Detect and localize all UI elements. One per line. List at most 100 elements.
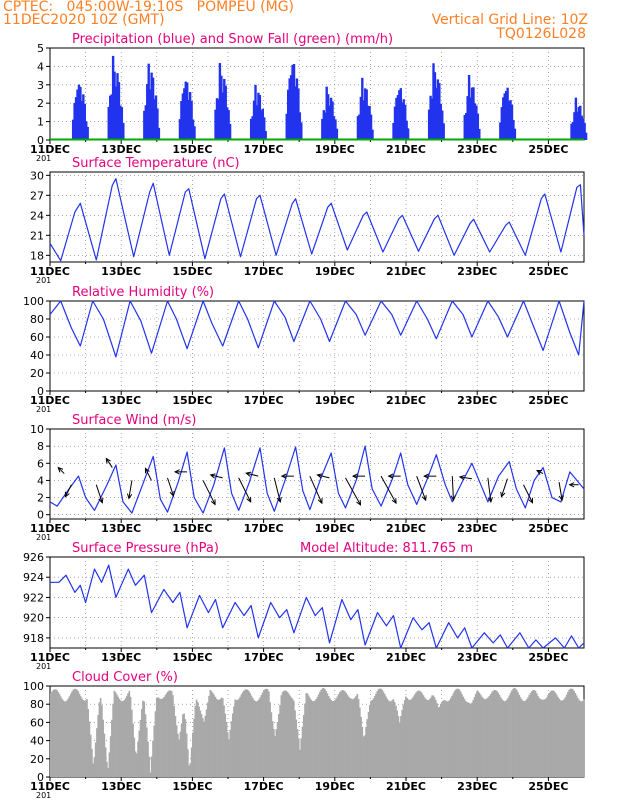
cloud-bar: [208, 695, 210, 777]
wind-arrow-head: [421, 495, 427, 502]
x-tick-label: 23DEC: [457, 780, 497, 793]
cloud-bar: [286, 691, 289, 777]
y-tick-label: 18: [30, 249, 44, 262]
precip-bar: [472, 87, 475, 140]
cloud-bar: [198, 706, 200, 777]
header-run-date: 11DEC2020 10Z (GMT): [3, 12, 165, 28]
cloud-bar: [213, 694, 215, 777]
cloud-bar: [203, 721, 205, 777]
cloud-bar: [452, 693, 455, 777]
wind-arrow: [64, 484, 72, 497]
cloud-bar: [376, 691, 379, 777]
precip-bar: [289, 75, 293, 140]
cloud-bar: [332, 701, 335, 777]
panel-6: [46, 685, 585, 781]
cloud-bar: [395, 705, 397, 777]
panel-title: Surface Temperature (nC): [72, 156, 240, 171]
cloud-bar: [274, 736, 276, 777]
cloud-bar: [557, 696, 559, 777]
cloud-bar: [183, 713, 185, 777]
cloud-bar: [401, 710, 404, 777]
x-tick-label: 13DEC: [101, 651, 141, 664]
cloud-bar: [244, 689, 247, 777]
cloud-bar: [202, 718, 204, 777]
wind-arrow-head: [98, 497, 104, 504]
precip-bar: [507, 101, 511, 140]
wind-arrow-head: [458, 474, 465, 481]
precip-bar: [295, 78, 299, 140]
precip-bar: [478, 128, 481, 140]
precip-bar: [432, 63, 435, 140]
x-tick-label: 21DEC: [386, 265, 426, 278]
cloud-bar: [459, 691, 462, 777]
cloud-bar: [457, 688, 460, 777]
cloud-bar: [351, 699, 354, 777]
cloud-bar: [324, 689, 326, 777]
x-tick-label: 19DEC: [315, 780, 355, 793]
cloud-bar: [334, 700, 336, 777]
precip-bar: [513, 128, 517, 140]
cloud-bar: [518, 694, 521, 777]
y-tick-label: 24: [30, 209, 44, 222]
precip-bar: [371, 129, 374, 140]
cloud-bar: [98, 702, 101, 777]
cloud-bar: [132, 723, 134, 777]
precip-bar: [321, 118, 324, 140]
precip-bar: [108, 95, 112, 140]
cloud-bar: [436, 703, 438, 777]
cloud-bar: [302, 714, 305, 777]
wind-arrow-head: [246, 496, 252, 503]
wind-arrow-head: [387, 473, 394, 479]
cloud-bar: [306, 693, 309, 777]
cloud-bar: [294, 710, 296, 777]
precip-bar: [499, 122, 502, 140]
precip-bar: [257, 92, 260, 140]
cloud-bar: [371, 700, 374, 777]
cloud-bar: [68, 696, 71, 777]
panel-title: Precipitation (blue) and Snow Fall (gree…: [72, 32, 393, 47]
y-tick-label: 27: [30, 189, 44, 202]
y-tick-label: 6: [37, 457, 44, 470]
precip-bar: [117, 82, 121, 140]
x-tick-label: 25DEC: [528, 522, 568, 535]
cloud-bar: [472, 700, 475, 777]
precip-bar: [264, 131, 267, 140]
y-tick-label: 0: [37, 134, 44, 147]
precip-bar: [322, 110, 325, 140]
precip-bar: [441, 110, 444, 140]
cloud-bar: [503, 701, 506, 777]
precip-bar: [251, 116, 254, 140]
cloud-bar: [153, 725, 156, 777]
y-tick-label: 0: [37, 771, 44, 784]
cloud-bar: [199, 710, 202, 777]
cloud-bar: [139, 719, 142, 777]
cloud-bar: [169, 690, 172, 777]
cloud-bar: [297, 739, 300, 777]
cloud-bar: [62, 700, 65, 777]
cloud-bar: [350, 698, 352, 777]
cloud-bar: [114, 692, 117, 777]
cloud-bar: [319, 691, 321, 777]
cloud-bar: [533, 690, 536, 777]
cloud-bar: [321, 688, 324, 777]
cloud-bar: [99, 698, 102, 777]
x-under-label: 201: [36, 276, 51, 285]
precip-bar: [228, 123, 232, 140]
x-tick-label: 17DEC: [244, 394, 284, 407]
precip-bar: [393, 106, 397, 140]
panel-title: Surface Wind (m/s): [72, 413, 196, 428]
wind-arrow-head: [317, 498, 323, 505]
x-tick-label: 19DEC: [315, 394, 355, 407]
cloud-bar: [559, 700, 562, 777]
precip-bar: [111, 55, 115, 141]
cloud-bar: [152, 740, 154, 777]
cloud-bar: [387, 700, 390, 777]
precip-bar: [402, 99, 405, 140]
cloud-bar: [235, 700, 238, 777]
precip-bar: [146, 83, 149, 140]
header-grid-line: Vertical Grid Line: 10Z: [431, 12, 588, 28]
precip-bar: [221, 92, 225, 140]
cloud-bar: [542, 699, 544, 777]
cloud-bar: [108, 752, 111, 777]
y-tick-label: 80: [30, 698, 44, 711]
